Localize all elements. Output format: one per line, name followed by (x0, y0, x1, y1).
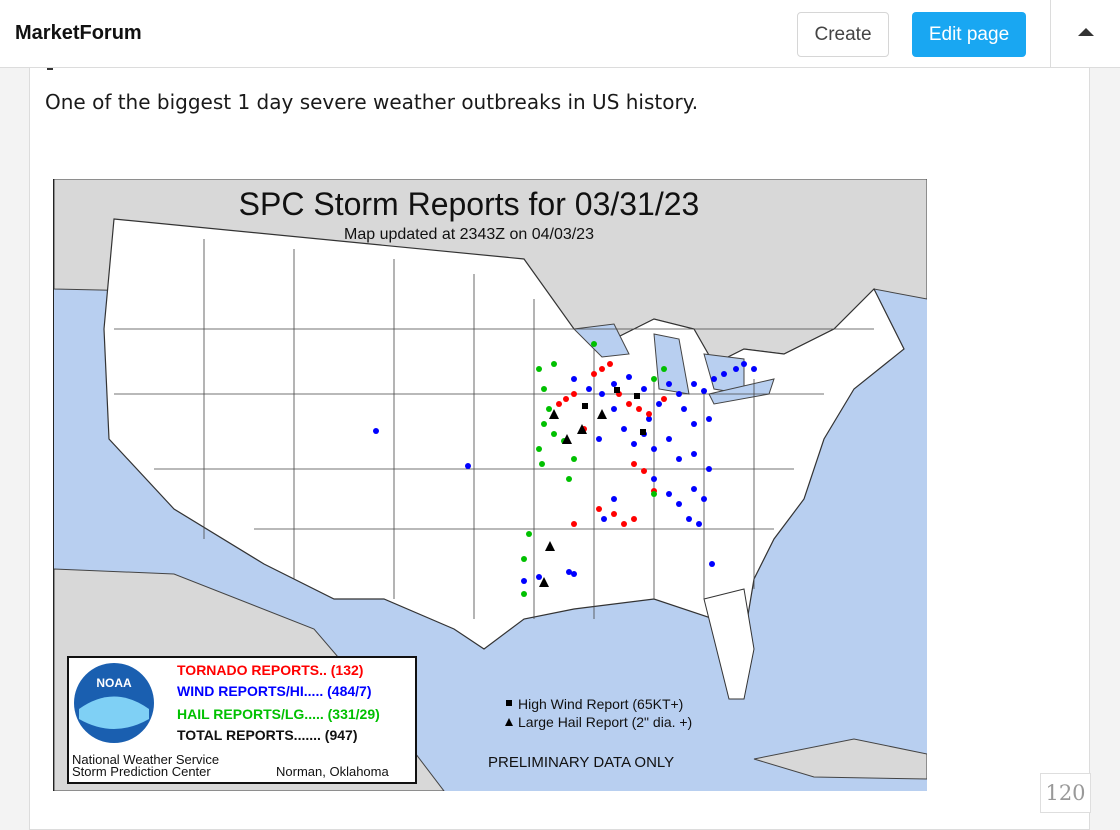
wind-report-markers (373, 361, 757, 584)
clipped-text-fragment (45, 66, 85, 70)
page-count-badge[interactable]: 120 (1040, 773, 1091, 813)
collapse-button[interactable] (1051, 0, 1120, 68)
noaa-logo-wave (79, 696, 149, 729)
legend-agency-line2: Storm Prediction Center (72, 764, 211, 779)
header-divider (1050, 0, 1051, 68)
map-subtitle: Map updated at 2343Z on 04/03/23 (344, 226, 594, 243)
legend-location: Norman, Oklahoma (276, 764, 389, 779)
storm-reports-map-image[interactable]: SPC Storm Reports for 03/31/23 Map updat… (53, 179, 927, 791)
key-large-hail: Large Hail Report (2" dia. +) (518, 714, 692, 730)
top-bar: MarketForum Create Edit page (0, 0, 1120, 68)
lake-superior (572, 323, 630, 358)
large-hail-key-icon (505, 718, 513, 726)
key-high-wind: High Wind Report (65KT+) (518, 696, 683, 712)
caribbean-land (753, 738, 927, 780)
state-borders (114, 239, 874, 619)
legend-agency-line1: National Weather Service (72, 752, 219, 767)
legend-hail: HAIL REPORTS/LG..... (331/29) (177, 706, 380, 722)
florida-land (703, 588, 755, 700)
large-hail-markers (539, 409, 607, 587)
create-button[interactable]: Create (797, 12, 889, 57)
legend-wind: WIND REPORTS/HI..... (484/7) (177, 683, 371, 699)
map-title: SPC Storm Reports for 03/31/23 (239, 186, 700, 222)
noaa-logo-text: NOAA (96, 676, 132, 690)
high-wind-markers (582, 387, 646, 435)
preliminary-notice: PRELIMINARY DATA ONLY (488, 754, 674, 771)
site-brand[interactable]: MarketForum (15, 22, 142, 44)
edit-page-button[interactable]: Edit page (912, 12, 1026, 57)
high-wind-key-icon (506, 700, 512, 706)
caret-up-icon (1077, 28, 1094, 36)
legend-tornado: TORNADO REPORTS.. (132) (177, 662, 363, 678)
legend-total: TOTAL REPORTS....... (947) (177, 727, 357, 743)
post-body-text: One of the biggest 1 day severe weather … (45, 90, 699, 114)
tornado-report-markers (556, 361, 667, 527)
